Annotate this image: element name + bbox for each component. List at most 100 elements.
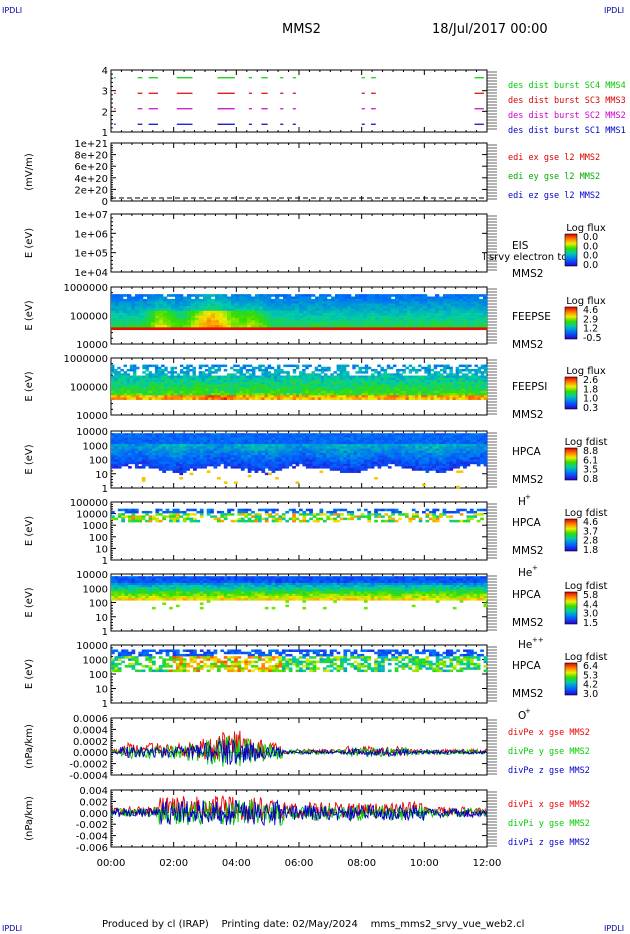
feepsi-pixel (198, 366, 203, 370)
feepse-pixel (435, 313, 440, 316)
feepsi-pixel (292, 386, 297, 389)
hpca-h-pixel (182, 455, 187, 458)
hpca-h-pixel (134, 463, 139, 467)
feepsi-pixel (324, 390, 328, 394)
hpca-h-pixel (257, 463, 262, 467)
feepse-pixel (451, 325, 456, 328)
feepse-pixel (231, 306, 236, 309)
hpca-h-pixel (251, 448, 255, 452)
hpca-h-pixel (329, 448, 334, 452)
feepsi-pixel (179, 364, 184, 368)
feepse-pixel (467, 322, 472, 326)
feepse-pixel (147, 322, 152, 326)
hpca-h-pixel (336, 452, 341, 456)
feepsi-pixel (142, 371, 146, 374)
feepsi-pixel (339, 384, 344, 387)
feepsi-pixel (239, 382, 243, 385)
feepse-pixel (387, 306, 392, 309)
hpca-h-pixel (278, 444, 283, 447)
feepse-pixel (475, 325, 480, 328)
feepsi-pixel (230, 393, 234, 396)
feepse-pixel (251, 317, 256, 321)
feepse-pixel (411, 320, 416, 323)
feepse-pixel (399, 306, 404, 309)
feepse-pixel (115, 301, 120, 304)
hpca-h-pixel (230, 455, 235, 458)
hpca-h-pixel (206, 459, 211, 462)
feepse-pixel (427, 303, 432, 307)
feepsi-pixel (455, 368, 460, 372)
feepsi-pixel (377, 397, 381, 400)
feepsi-pixel (452, 390, 456, 394)
feepse-pixel (311, 298, 316, 302)
feepsi-pixel (346, 397, 350, 400)
feepsi-pixel (440, 364, 444, 368)
feepsi-pixel (245, 384, 250, 387)
feepsi-pixel (205, 397, 209, 400)
feepsi-pixel (292, 397, 297, 400)
feepse-pixel (187, 317, 192, 321)
hpca-h-pixel (165, 466, 170, 469)
feepse-pixel (339, 317, 344, 321)
feepsi-pixel (292, 382, 297, 385)
feepse-pixel (403, 308, 408, 312)
hpca-h-pixel (148, 435, 153, 438)
feepsi-pixel (220, 377, 225, 381)
hpca-h-pixel (165, 446, 170, 449)
hpca-h-pixel (346, 455, 351, 458)
feepsi-pixel (364, 379, 369, 383)
feepsi-pixel (205, 384, 209, 387)
feepsi-pixel (361, 377, 366, 381)
hpca-h-pixel (275, 446, 279, 449)
feepse-pixel (215, 294, 220, 297)
feepsi-pixel (158, 388, 162, 392)
feepsi-pixel (270, 390, 275, 394)
feepse-pixel (219, 317, 224, 321)
feepse-pixel (323, 306, 328, 309)
feepsi-pixel (164, 368, 168, 372)
feepse-pixel (195, 301, 200, 304)
feepse-pixel (227, 301, 232, 304)
feepsi-pixel (474, 397, 478, 400)
feepsi-pixel (129, 388, 134, 392)
feepsi-pixel (139, 382, 143, 385)
feepsi-pixel (402, 384, 406, 387)
feepse-pixel (455, 310, 460, 314)
feepse-pixel (147, 301, 152, 304)
feepsi-pixel (308, 377, 312, 381)
hpca-h-pixel (199, 452, 204, 456)
feepsi-pixel (223, 384, 228, 387)
hpca-h-pixel (121, 459, 125, 462)
feepsi-pixel (320, 375, 325, 379)
feepse-pixel (447, 296, 452, 300)
feepsi-pixel (267, 377, 272, 381)
feepsi-pixel (477, 390, 482, 394)
hpca-h-pixel (179, 470, 184, 473)
feepsi-pixel (242, 377, 247, 381)
feepse-pixel (147, 308, 152, 312)
feepse-pixel (155, 296, 160, 300)
feepsi-pixel (245, 364, 250, 368)
hpca-h-pixel (346, 435, 351, 438)
feepse-pixel (283, 303, 288, 307)
feepse-pixel (159, 313, 164, 316)
feepsi-pixel (261, 390, 265, 394)
feepsi-pixel (270, 386, 275, 389)
feepse-pixel (375, 317, 380, 321)
feepsi-pixel (458, 368, 463, 372)
feepsi-pixel (474, 375, 478, 379)
feepse-pixel (347, 320, 352, 323)
feepsi-pixel (283, 384, 287, 387)
hpca-h-pixel (162, 450, 166, 454)
feepsi-pixel (233, 390, 237, 394)
feepsi-pixel (217, 368, 221, 372)
feepse-pixel (327, 317, 332, 321)
feepse-pixel (387, 301, 392, 304)
feepsi-pixel (214, 379, 218, 383)
feepsi-pixel (220, 388, 225, 392)
hpca-h-pixel (148, 459, 153, 462)
feepse-pixel (459, 320, 464, 323)
feepsi-pixel (465, 382, 469, 385)
feepse-pixel (363, 306, 368, 309)
feepsi-pixel (342, 364, 347, 368)
